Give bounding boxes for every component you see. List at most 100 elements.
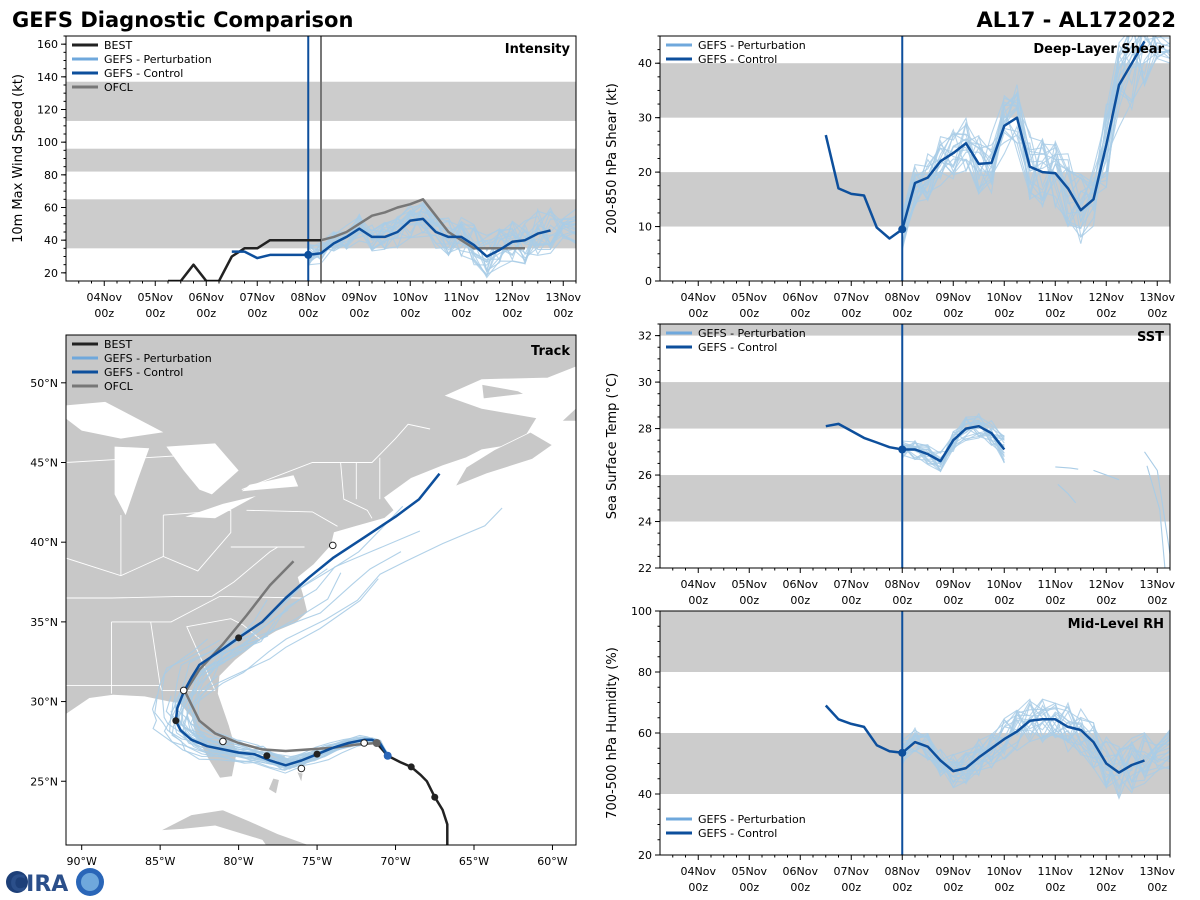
x-tick-label: 13Nov [1140,865,1176,878]
best-track-point [263,752,271,760]
perturbation-line [902,416,1005,473]
y-tick-label: 40 [638,788,652,801]
x-tick-label: 07Nov [834,865,870,878]
y-tick-label: 40°N [30,536,58,549]
state-border [150,621,161,686]
y-tick-label: 32 [638,330,652,343]
x-tick-label: 00z [841,881,861,894]
y-tick-label: 28 [638,423,652,436]
x-tick-label: 04Nov [681,291,717,304]
perturbation-line [1057,483,1077,504]
north-america-land [66,335,576,779]
x-tick-label: 00z [790,594,810,607]
x-tick-label: 09Nov [342,291,378,304]
x-tick-label: 00z [688,594,708,607]
control-track [174,472,441,767]
y-axis-label: 10m Max Wind Speed (kt) [11,74,26,243]
x-tick-label: 10Nov [987,578,1023,591]
y-tick-label: 40 [44,234,58,247]
best-track-line [168,238,321,281]
x-tick-label: 05Nov [138,291,174,304]
y-tick-label: 45°N [30,457,58,470]
x-tick-label: 00z [841,307,861,320]
x-tick-label: 06Nov [783,865,819,878]
perturbation-line [307,209,576,261]
y-tick-label: 20 [44,267,58,280]
axes-frame [65,334,577,846]
init-point [304,250,313,259]
track-panel: 90°W 85°W 80°W 75°W 70°W 65°W 60°W 25°N 30°N 35°N… [30,334,577,868]
panel-title: Deep-Layer Shear [1033,42,1164,57]
x-tick-label: 75°W [302,855,332,868]
perturbation-line [902,420,1005,455]
x-tick-label: 09Nov [936,865,972,878]
x-tick-label: 12Nov [1089,578,1125,591]
lake-ontario [241,475,299,492]
x-tick-label: 60°W [537,855,567,868]
x-tick-label: 00z [790,881,810,894]
shading-band [660,324,1170,336]
x-tick-label: 04Nov [681,865,717,878]
x-tick-label: 00z [502,307,522,320]
x-tick-label: 13Nov [1140,291,1176,304]
seal-inner-icon [81,873,99,891]
x-tick-label: 00z [739,881,759,894]
y-tick-label: 0 [645,275,652,288]
x-tick-label: 00z [298,307,318,320]
perturbation-line [901,713,1170,778]
y-tick-label: 20 [638,166,652,179]
state-border [340,462,373,519]
cira-logo: CIRA [6,868,104,897]
x-tick-label: 07Nov [240,291,276,304]
x-tick-label: 09Nov [936,578,972,591]
state-border [66,510,232,577]
legend-label: GEFS - Control [104,67,183,80]
y-tick-label: 100 [631,605,652,618]
panel-title: SST [1137,330,1164,345]
plot-area [660,324,1170,568]
panel-title: Track [531,344,570,359]
x-tick-label: 04Nov [87,291,123,304]
plot-area [660,611,1170,855]
perturbation-line [901,36,1170,235]
x-tick-label: 06Nov [783,291,819,304]
x-tick-label: 00z [790,307,810,320]
control-line [824,40,1146,240]
control-line [824,704,1145,774]
y-tick-label: 24 [638,516,652,529]
x-tick-label: 00z [892,881,912,894]
y-tick-label: 22 [638,562,652,575]
x-tick-label: 00z [994,307,1014,320]
x-tick-label: 08Nov [885,291,921,304]
figure-title: GEFS Diagnostic Comparison [12,8,353,32]
perturbation-line [307,210,576,261]
x-tick-label: 00z [196,307,216,320]
y-tick-label: 20 [638,849,652,862]
init-point [898,445,907,454]
perturbation-line [1055,466,1079,470]
y-tick-label: 30 [638,112,652,125]
x-tick-label: 00z [1147,594,1167,607]
best-track-point [172,717,180,725]
legend-label: GEFS - Perturbation [698,327,806,340]
x-tick-label: 00z [145,307,165,320]
x-tick-label: 11Nov [444,291,480,304]
x-tick-label: 05Nov [732,578,768,591]
x-tick-label: 07Nov [834,291,870,304]
y-axis-label: 200-850 hPa Shear (kt) [605,83,620,234]
panel-title: Intensity [505,42,571,57]
y-tick-label: 30°N [30,696,58,709]
y-tick-label: 25°N [30,775,58,788]
perturbation-line [308,216,576,272]
y-tick-label: 10 [638,221,652,234]
x-tick-label: 00z [1096,307,1116,320]
sst-panel: 22 24 26 28 30 32 04Nov 00z 05Nov 00z 06Nov 00z 07No… [605,323,1175,607]
x-tick-label: 00z [892,594,912,607]
legend-label: BEST [104,338,132,351]
y-axis-label: 700-500 hPa Humidity (%) [605,647,620,819]
legend-label: GEFS - Control [698,341,777,354]
x-tick-label: 80°W [223,855,253,868]
logo-text: CIRA [10,872,68,897]
nova-scotia-land [454,431,554,488]
y-tick-label: 35°N [30,616,58,629]
